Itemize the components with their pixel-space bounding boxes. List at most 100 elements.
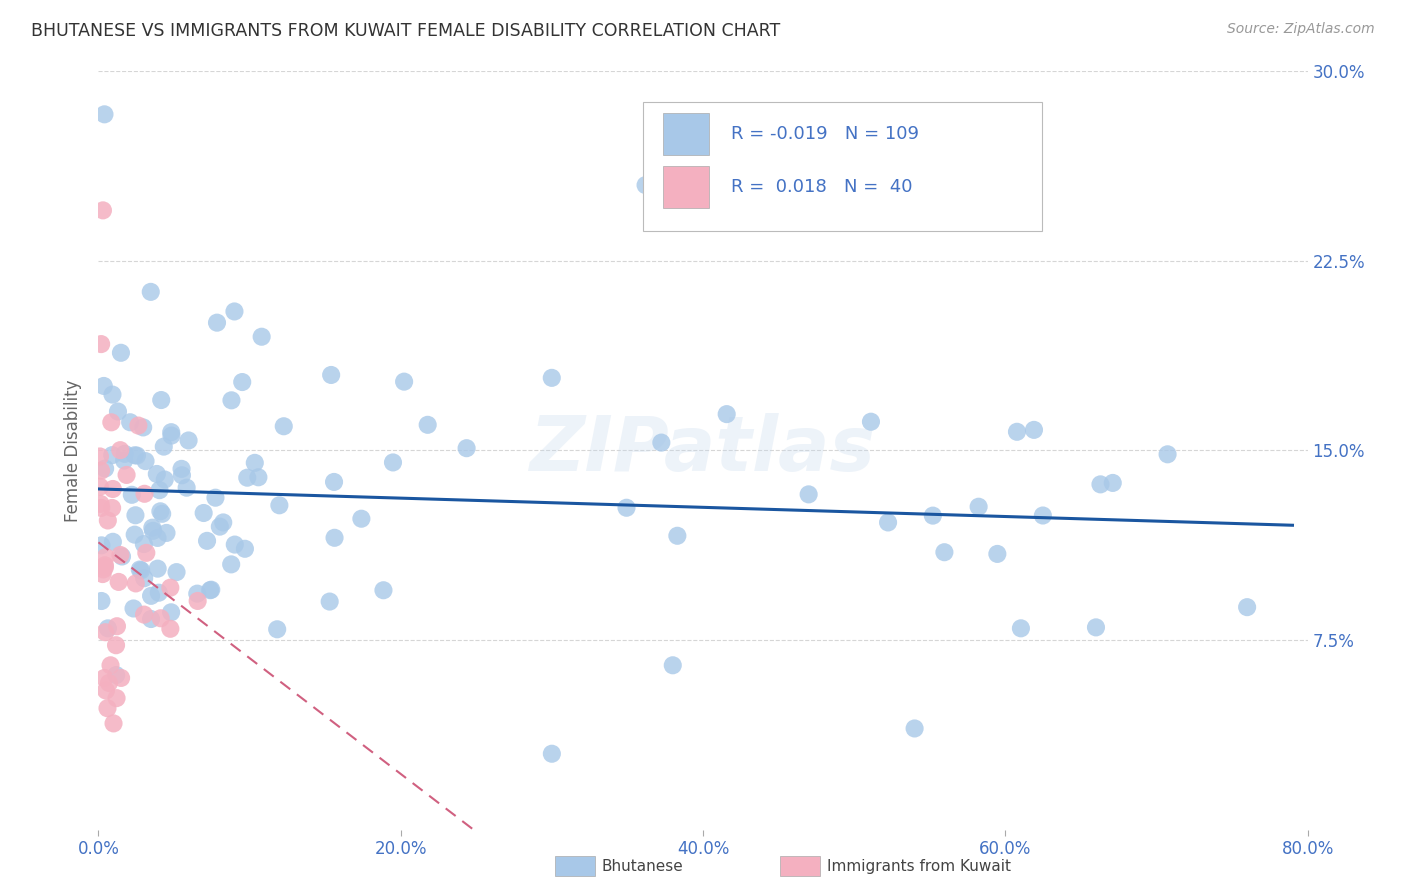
Point <box>152 440 174 454</box>
Point <box>160 425 183 440</box>
Point <box>212 516 235 530</box>
Text: Source: ZipAtlas.com: Source: ZipAtlas.com <box>1227 22 1375 37</box>
Point <box>1022 423 1045 437</box>
Point <box>107 574 129 589</box>
Bar <box>664 113 709 155</box>
Point <box>247 470 270 484</box>
Y-axis label: Female Disability: Female Disability <box>65 379 83 522</box>
Point <box>195 533 218 548</box>
Point <box>634 178 657 193</box>
Point <box>153 473 176 487</box>
Point <box>193 506 215 520</box>
Point <box>205 316 228 330</box>
Point <box>105 668 128 682</box>
Point <box>198 583 221 598</box>
Point <box>139 589 162 603</box>
Point <box>134 571 156 585</box>
Point <box>204 491 226 505</box>
Point <box>616 500 638 515</box>
Point <box>159 622 181 636</box>
Point <box>132 420 155 434</box>
Point <box>1236 600 1258 615</box>
Point <box>90 538 112 552</box>
Point <box>176 481 198 495</box>
Point <box>224 304 246 318</box>
Point <box>1032 508 1054 523</box>
Point <box>1010 621 1032 635</box>
Point <box>94 461 117 475</box>
Point <box>540 747 562 761</box>
Point <box>120 415 142 429</box>
Point <box>661 658 683 673</box>
Point <box>233 541 256 556</box>
Point <box>121 488 143 502</box>
Point <box>90 594 112 608</box>
Point <box>90 464 112 478</box>
Point <box>124 527 146 541</box>
Point <box>139 612 162 626</box>
Point <box>142 524 165 538</box>
Point <box>266 622 288 636</box>
Point <box>392 375 415 389</box>
Point <box>221 393 243 408</box>
Text: BHUTANESE VS IMMIGRANTS FROM KUWAIT FEMALE DISABILITY CORRELATION CHART: BHUTANESE VS IMMIGRANTS FROM KUWAIT FEMA… <box>31 22 780 40</box>
Point <box>1101 475 1123 490</box>
Point <box>110 345 132 359</box>
Point <box>93 562 115 576</box>
Point <box>877 516 900 530</box>
Point <box>110 443 132 458</box>
Point <box>89 450 111 464</box>
Point <box>1156 447 1178 461</box>
Point <box>105 691 128 706</box>
Point <box>115 467 138 482</box>
Point <box>934 545 956 559</box>
Point <box>125 576 148 591</box>
Point <box>155 525 177 540</box>
Point <box>91 567 114 582</box>
Point <box>135 546 157 560</box>
Point <box>128 562 150 576</box>
Point <box>150 392 173 407</box>
Point <box>101 482 124 496</box>
Point <box>1005 425 1028 439</box>
Point <box>124 508 146 523</box>
Point <box>797 487 820 501</box>
Point <box>177 434 200 448</box>
Point <box>97 621 120 635</box>
Point <box>921 508 943 523</box>
Point <box>540 371 562 385</box>
Point <box>103 716 125 731</box>
Point <box>186 587 208 601</box>
Point <box>160 605 183 619</box>
Point <box>1090 477 1112 491</box>
Point <box>323 531 346 545</box>
Point <box>666 529 689 543</box>
Point <box>129 563 152 577</box>
Point <box>94 549 117 564</box>
Point <box>101 387 124 401</box>
Point <box>382 455 405 469</box>
Point <box>107 404 129 418</box>
Point <box>269 498 291 512</box>
Point <box>89 480 111 494</box>
Point <box>124 448 146 462</box>
Point <box>323 475 346 489</box>
Point <box>94 558 117 573</box>
Text: ZIPatlas: ZIPatlas <box>530 414 876 487</box>
Point <box>112 453 135 467</box>
Point <box>93 107 115 121</box>
Point <box>904 722 927 736</box>
Point <box>101 534 124 549</box>
Point <box>101 448 124 462</box>
Point <box>100 415 122 429</box>
Point <box>219 558 242 572</box>
Point <box>650 435 672 450</box>
Point <box>93 671 115 685</box>
Bar <box>664 166 709 208</box>
Point <box>100 658 122 673</box>
Point <box>456 441 478 455</box>
Point <box>134 487 156 501</box>
Point <box>96 701 118 715</box>
Point <box>146 561 169 575</box>
Point <box>110 671 132 685</box>
